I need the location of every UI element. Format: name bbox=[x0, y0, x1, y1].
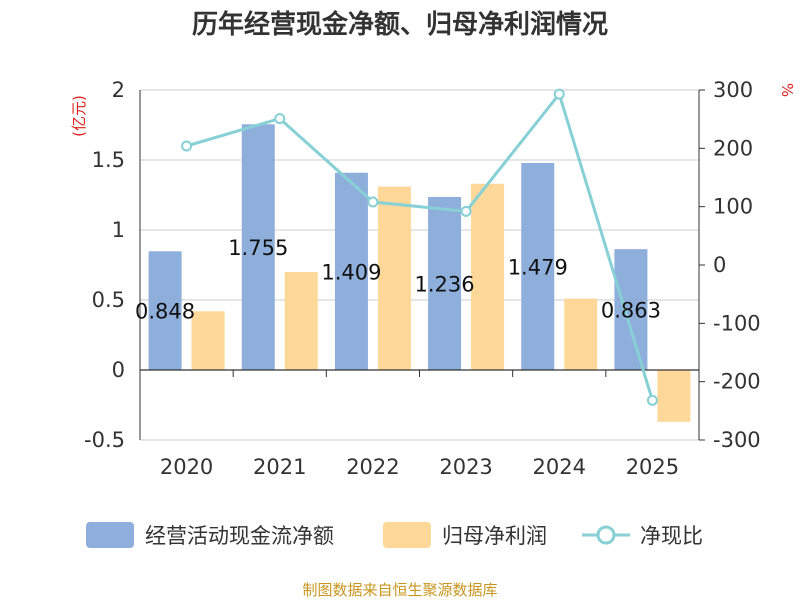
right-tick-label: -300 bbox=[713, 428, 761, 452]
x-tick-label: 2024 bbox=[533, 455, 586, 479]
x-tick-label: 2023 bbox=[439, 455, 492, 479]
left-tick-label: 0.5 bbox=[92, 288, 125, 312]
line-series bbox=[181, 88, 658, 406]
line-point bbox=[367, 196, 379, 208]
data-label: 0.848 bbox=[135, 300, 195, 324]
right-tick-label: 0 bbox=[713, 253, 726, 277]
bar-net-profit bbox=[377, 186, 411, 370]
legend-label-line: 净现比 bbox=[640, 524, 703, 548]
line-point bbox=[460, 205, 472, 217]
legend-label-bar2: 归母净利润 bbox=[442, 524, 547, 548]
bar-net-profit bbox=[284, 272, 318, 370]
data-label: 1.755 bbox=[228, 236, 288, 260]
data-label: 0.863 bbox=[601, 299, 661, 323]
line-point bbox=[553, 88, 565, 100]
right-tick-label: 300 bbox=[713, 78, 753, 102]
right-tick-label: -100 bbox=[713, 311, 761, 335]
gridlines bbox=[140, 89, 699, 441]
bar-net-profit bbox=[191, 311, 225, 370]
left-tick-label: -0.5 bbox=[84, 428, 125, 452]
bar-operating-cash-flow bbox=[428, 196, 462, 370]
axes: 2 1.5 1 0.5 0 -0.5 300 200 100 0 -100 -200 -300 2020 2… bbox=[84, 78, 761, 479]
bar-operating-cash-flow bbox=[521, 162, 555, 370]
bar-operating-cash-flow bbox=[614, 249, 648, 370]
data-label: 1.236 bbox=[415, 272, 475, 296]
data-label: 1.479 bbox=[508, 255, 568, 279]
legend-marker-line bbox=[596, 525, 616, 545]
right-tick-label: 100 bbox=[713, 195, 753, 219]
right-tick-label: 200 bbox=[713, 136, 753, 160]
bar-operating-cash-flow bbox=[148, 251, 182, 370]
legend-swatch-bar1 bbox=[86, 522, 134, 548]
legend: 经营活动现金流净额 归母净利润 净现比 bbox=[86, 522, 703, 548]
legend-label-bar1: 经营活动现金流净额 bbox=[145, 524, 334, 548]
bar-operating-cash-flow bbox=[334, 172, 368, 370]
line-point bbox=[181, 140, 193, 152]
bar-operating-cash-flow bbox=[241, 124, 275, 370]
x-tick-label: 2022 bbox=[346, 455, 399, 479]
bar-net-profit bbox=[657, 370, 691, 422]
source-note: 制图数据来自恒生聚源数据库 bbox=[302, 581, 497, 599]
left-axis-unit: (亿元) bbox=[70, 95, 88, 137]
line-point bbox=[274, 113, 286, 125]
data-label: 1.409 bbox=[321, 260, 381, 284]
line-point bbox=[646, 394, 658, 406]
bar-net-profit bbox=[471, 183, 505, 370]
x-tick-label: 2020 bbox=[160, 455, 213, 479]
data-labels: 0.848 1.755 1.409 1.236 1.479 0.863 bbox=[135, 236, 661, 323]
chart-title: 历年经营现金净额、归母净利润情况 bbox=[192, 9, 608, 40]
left-tick-label: 1.5 bbox=[92, 148, 125, 172]
bars bbox=[148, 124, 691, 422]
left-tick-label: 2 bbox=[112, 78, 125, 102]
bar-net-profit bbox=[564, 298, 598, 370]
x-tick-label: 2021 bbox=[253, 455, 306, 479]
left-tick-label: 0 bbox=[112, 358, 125, 382]
legend-swatch-bar2 bbox=[383, 522, 431, 548]
right-tick-label: -200 bbox=[713, 370, 761, 394]
x-tick-label: 2025 bbox=[626, 455, 679, 479]
left-tick-label: 1 bbox=[112, 218, 125, 242]
right-axis-unit: % bbox=[778, 83, 796, 97]
line-cash-ratio bbox=[186, 90, 654, 401]
